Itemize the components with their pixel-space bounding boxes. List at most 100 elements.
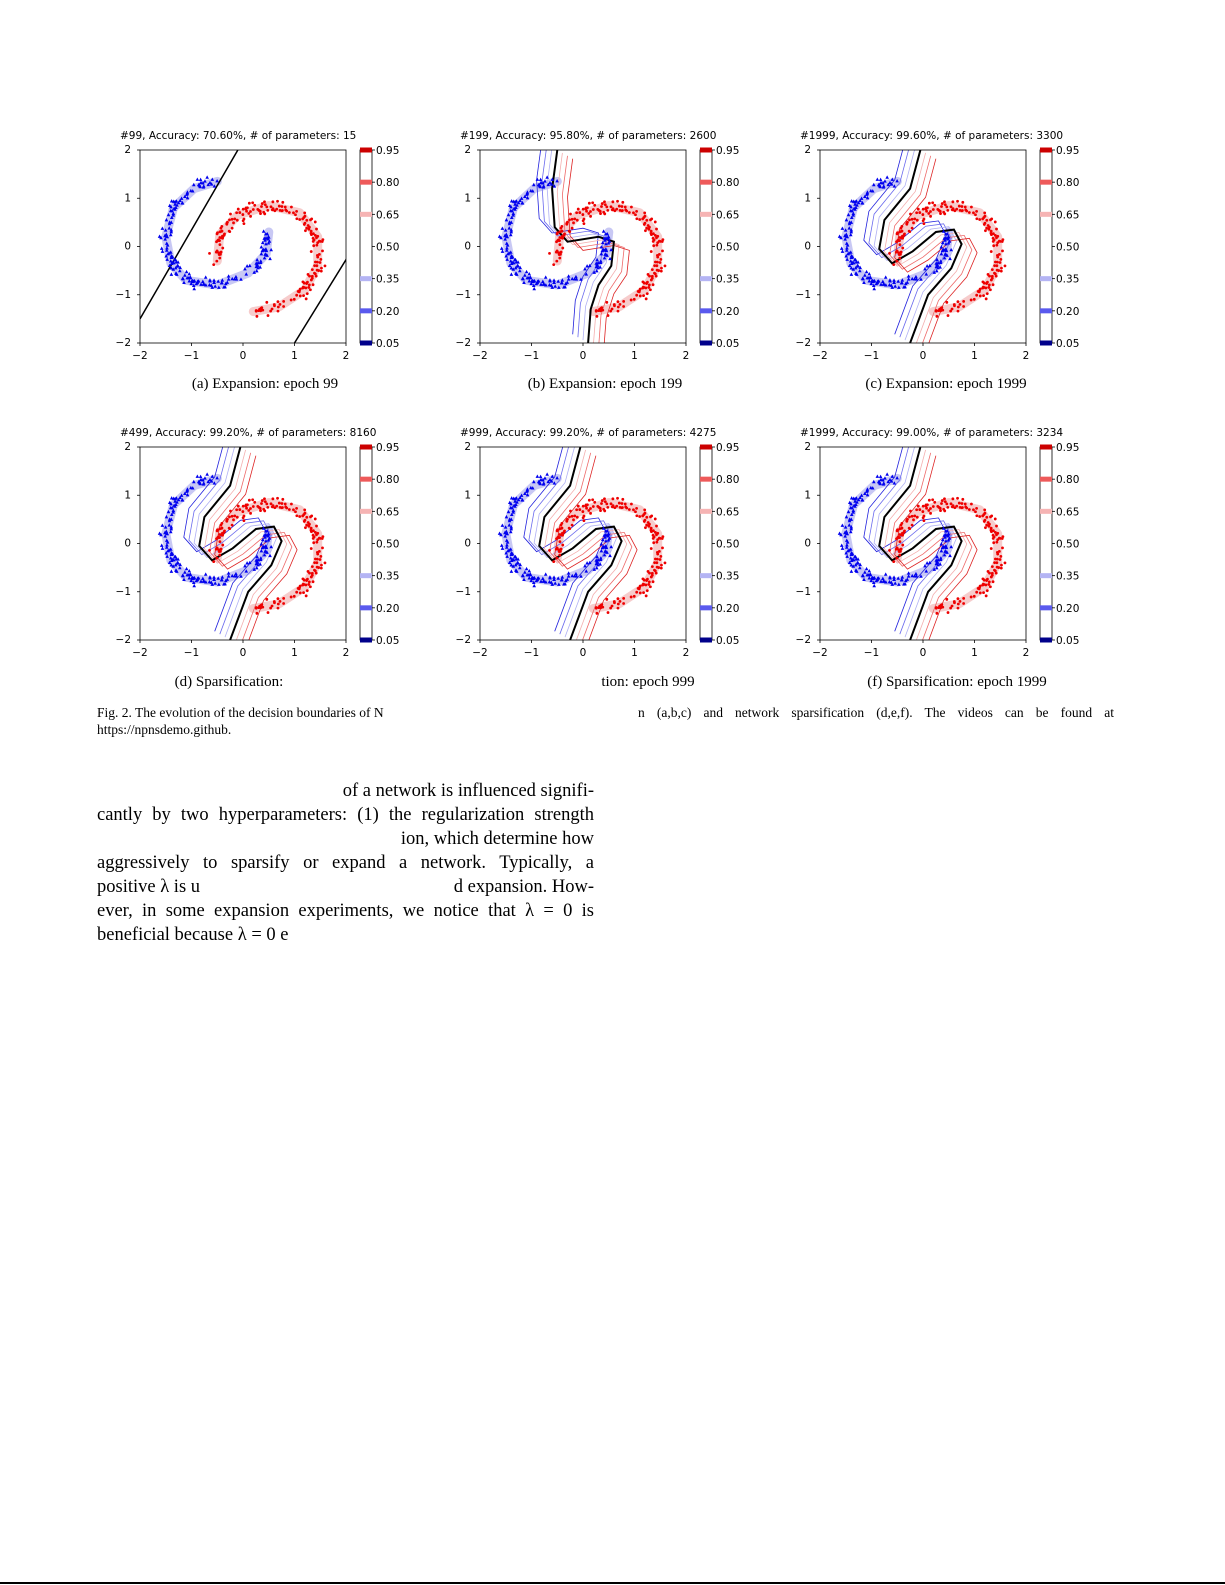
red-dot-point — [660, 563, 663, 567]
blue-triangle-point — [849, 527, 854, 531]
red-dot-point — [600, 202, 604, 205]
red-dot-point — [271, 497, 275, 501]
blue-triangle-point — [160, 523, 165, 527]
blue-triangle-point — [923, 563, 927, 568]
blue-triangle-point — [871, 580, 876, 584]
blue-triangle-point — [519, 196, 524, 200]
blue-triangle-point — [508, 208, 513, 213]
red-dot-point — [558, 243, 562, 247]
red-dot-point — [647, 286, 651, 289]
red-dot-point — [247, 201, 251, 205]
red-dot-point — [641, 582, 645, 586]
red-dot-point — [659, 269, 663, 273]
red-dot-point — [295, 506, 298, 510]
blue-triangle-point — [883, 572, 888, 576]
red-dot-point — [900, 521, 904, 525]
red-dot-point — [313, 220, 317, 224]
red-dot-point — [632, 297, 636, 301]
colorbar-tick-label: 0.65 — [1056, 506, 1079, 518]
red-dot-point — [261, 308, 265, 312]
y-tick-label: 0 — [124, 241, 131, 253]
blue-triangle-point — [509, 525, 514, 529]
colorbar-level-band — [700, 308, 712, 314]
blue-triangle-point — [208, 575, 212, 579]
red-dot-point — [645, 589, 649, 593]
red-dot-point — [989, 547, 993, 550]
blue-triangle-point — [878, 474, 883, 479]
red-dot-point — [606, 505, 610, 509]
blue-triangle-point — [944, 241, 948, 246]
red-dot-point — [582, 514, 586, 518]
red-dot-point — [298, 591, 302, 595]
blue-triangle-point — [523, 273, 527, 277]
red-dot-point — [280, 205, 284, 208]
red-dot-point — [315, 264, 319, 268]
y-tick-label: −2 — [116, 634, 131, 646]
red-dot-point — [586, 503, 589, 507]
red-dot-point — [599, 509, 602, 512]
y-tick-label: 1 — [464, 489, 471, 501]
red-dot-point — [888, 548, 891, 552]
blue-triangle-point — [945, 237, 950, 241]
blue-triangle-point — [163, 233, 167, 238]
red-dot-point — [956, 199, 959, 203]
red-dot-point — [999, 555, 1003, 558]
blue-triangle-point — [262, 236, 267, 240]
blue-triangle-point — [848, 505, 853, 510]
blue-triangle-point — [183, 570, 187, 574]
blue-triangle-point — [169, 215, 174, 219]
blue-triangle-point — [508, 259, 513, 263]
red-dot-point — [557, 253, 561, 256]
red-dot-point — [303, 221, 307, 225]
red-dot-point — [562, 530, 566, 534]
red-dot-point — [912, 221, 915, 225]
red-dot-point — [303, 508, 307, 512]
blue-triangle-point — [265, 534, 270, 538]
red-dot-point — [901, 236, 904, 240]
blue-triangle-point — [518, 198, 522, 203]
blue-triangle-point — [511, 213, 516, 217]
red-dot-point — [301, 582, 305, 586]
red-dot-point — [305, 292, 309, 296]
red-dot-point — [263, 200, 266, 204]
blue-triangle-point — [885, 175, 889, 179]
blue-triangle-point — [919, 574, 923, 578]
red-dot-point — [298, 287, 302, 291]
blue-triangle-point — [942, 236, 947, 240]
red-dot-point — [600, 205, 603, 208]
colorbar-level-band — [700, 179, 712, 185]
red-dot-point — [611, 497, 615, 501]
blue-triangle-point — [910, 276, 915, 281]
red-dot-point — [656, 538, 660, 542]
colorbar-tick-label: 0.20 — [376, 306, 399, 318]
red-dot-point — [245, 506, 248, 510]
red-dot-point — [609, 502, 613, 506]
blue-triangle-point — [171, 199, 176, 203]
red-dot-point — [312, 541, 316, 545]
blue-triangle-point — [507, 523, 512, 527]
blue-triangle-point — [938, 260, 943, 264]
red-dot-point — [302, 591, 305, 595]
red-dot-point — [985, 515, 989, 519]
red-dot-point — [618, 303, 622, 306]
blue-triangle-point — [266, 532, 271, 536]
red-dot-point — [275, 207, 279, 211]
blue-triangle-point — [906, 574, 911, 578]
blue-triangle-point — [862, 577, 866, 582]
red-dot-point — [251, 505, 255, 508]
red-dot-point — [569, 509, 572, 513]
blue-triangle-point — [934, 561, 939, 566]
red-dot-point — [630, 205, 633, 209]
red-dot-point — [978, 218, 982, 221]
red-dot-point — [931, 201, 935, 205]
blue-triangle-point — [882, 282, 886, 286]
blue-triangle-point — [247, 560, 252, 565]
blue-triangle-point — [505, 543, 509, 547]
red-dot-point — [576, 207, 580, 211]
plot-title: #1999, Accuracy: 99.60%, # of parameters… — [800, 130, 1063, 142]
blue-triangle-point — [175, 263, 180, 267]
subcaption-d: (d) Sparsification: — [174, 674, 284, 690]
red-dot-point — [581, 207, 585, 211]
red-dot-point — [572, 221, 575, 225]
